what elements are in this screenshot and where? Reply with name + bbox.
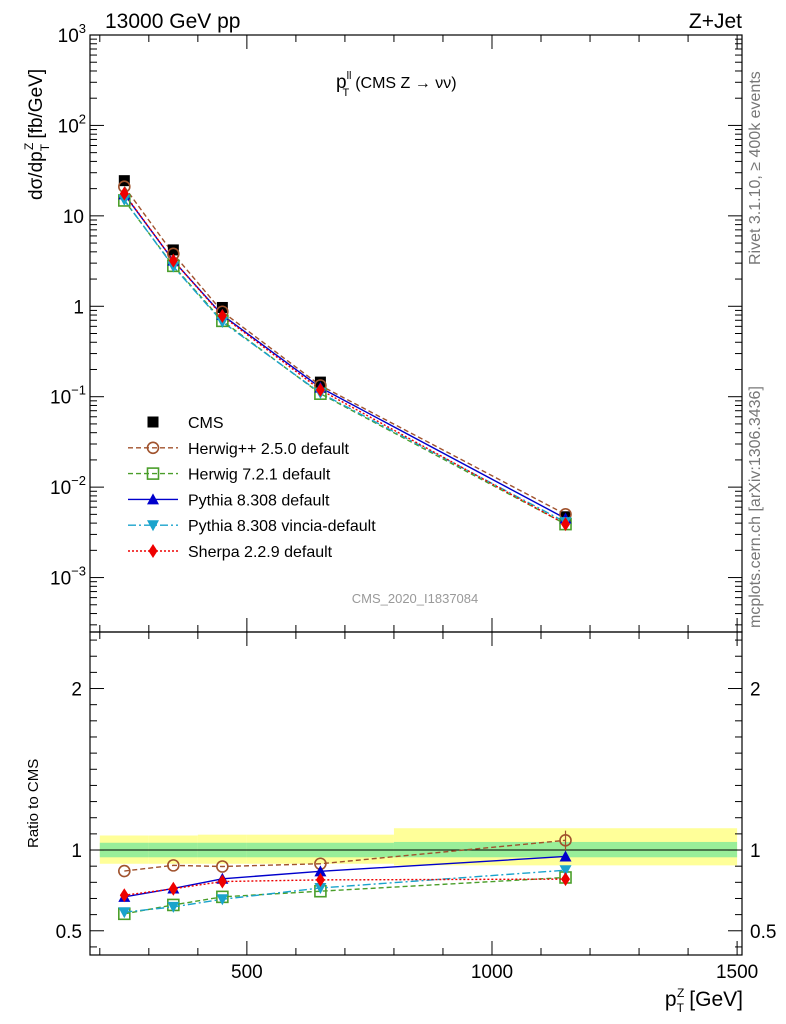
data-point-5 [315, 382, 325, 397]
ratio-series-line-1 [124, 876, 566, 915]
legend-label: Pythia 8.308 vincia-default [188, 518, 376, 535]
mcplots-label: mcplots.cern.ch [arXiv:1306.3436] [747, 386, 764, 628]
data-point-5 [561, 517, 571, 532]
ratio-point-0 [118, 864, 131, 878]
data-point-5 [119, 186, 129, 201]
legend-marker-0 [147, 416, 159, 428]
ratio-point-2 [559, 850, 572, 862]
ratio-point-4 [315, 872, 325, 887]
legend-marker-2 [146, 467, 160, 480]
ratio-point-4 [561, 872, 571, 887]
legend-marker-3 [147, 493, 159, 505]
y-tick-label: 1 [73, 297, 84, 318]
series-line-1 [123, 186, 566, 515]
x-tick-label: 1500 [716, 962, 758, 983]
y-tick-label: 102 [58, 111, 86, 137]
ratio-point-3 [167, 901, 180, 913]
ratio-series-line-0 [124, 839, 566, 872]
data-point-5 [168, 253, 178, 268]
legend-label: Sherpa 2.2.9 default [188, 544, 333, 561]
ratio-point-4 [119, 888, 129, 903]
ratio-point-4 [168, 881, 178, 896]
ratio-y-tick-label: 0.5 [56, 922, 82, 943]
ratio-point-0 [167, 859, 180, 872]
legend-label: Herwig++ 2.5.0 default [188, 441, 350, 458]
ratio-panel: 500 1000 1500 0.5 0.5 1 1 2 2 [56, 631, 776, 983]
ratio-point-3 [216, 894, 229, 906]
data-point-5 [217, 309, 227, 324]
data-point-0 [216, 301, 228, 313]
ratio-point-0 [559, 834, 572, 847]
main-title: pll T(CMS Z → νν) [336, 70, 457, 99]
process-label: Z+Jet [689, 10, 742, 33]
ratio-point-3 [559, 865, 572, 877]
ratio-point-0 [216, 860, 229, 873]
x-tick-label: 1000 [471, 962, 513, 983]
legend: CMS Herwig++ 2.5.0 default Herwig 7.2.1 de… [128, 415, 376, 561]
ratio-y-tick-label: 1 [71, 841, 82, 862]
ratio-series-line-4 [124, 878, 566, 896]
ratio-y-tick-label-right: 1 [750, 841, 761, 862]
analysis-id-label: CMS_2020_I1837084 [352, 591, 479, 606]
x-axis-label: pTZ [GeV] [665, 986, 743, 1015]
legend-marker-4 [147, 520, 159, 532]
y-tick-label: 10−3 [50, 564, 86, 590]
ratio-series-line-3 [124, 869, 566, 913]
ratio-point-3 [118, 907, 131, 919]
legend-label: Pythia 8.308 default [188, 492, 330, 509]
y-tick-label: 10−1 [50, 383, 86, 409]
legend-label: CMS [188, 415, 224, 432]
legend-label: Herwig 7.2.1 default [188, 467, 331, 484]
data-point-0 [167, 244, 179, 256]
ratio-point-3 [314, 882, 327, 894]
legend-marker-5 [148, 544, 158, 558]
x-tick-label: 500 [231, 962, 263, 983]
main-y-axis-label: dσ/dpTZ[fb/GeV] [22, 69, 52, 200]
energy-label: 13000 GeV pp [105, 10, 240, 33]
y-tick-label: 10 [63, 207, 84, 228]
ratio-y-tick-label-right: 2 [750, 680, 761, 701]
ratio-y-tick-label-right: 0.5 [750, 922, 776, 943]
rivet-version-label: Rivet 3.1.10, ≥ 400k events [747, 71, 764, 265]
ratio-point-2 [314, 865, 327, 877]
y-tick-label: 103 [58, 21, 86, 47]
main-frame [89, 34, 743, 633]
ratio-frame [89, 631, 743, 956]
legend-marker-1 [146, 441, 160, 455]
y-tick-label: 10−2 [50, 473, 86, 499]
ratio-y-tick-label: 2 [71, 680, 82, 701]
ratio-y-axis-label: Ratio to CMS [25, 759, 42, 848]
ratio-point-4 [217, 874, 227, 889]
